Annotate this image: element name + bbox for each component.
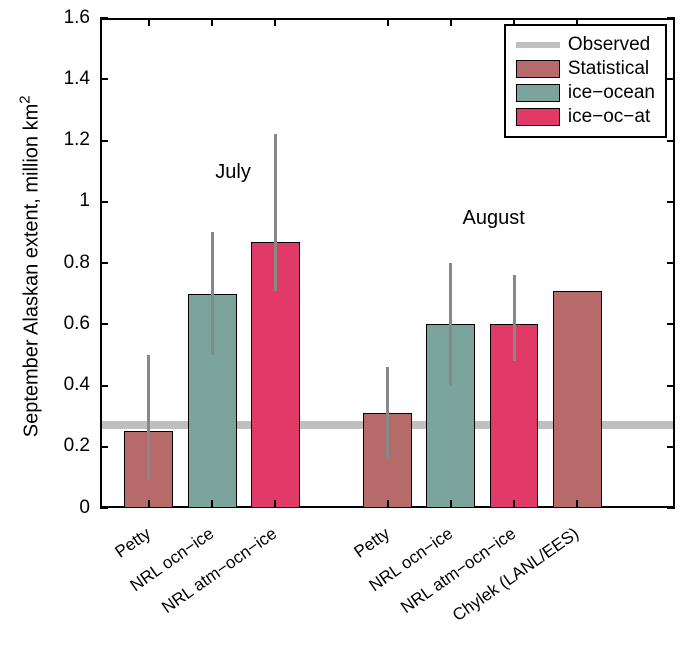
xtick	[148, 18, 150, 26]
xtick	[450, 500, 452, 508]
ytick-label: 0	[0, 497, 90, 519]
ytick	[667, 140, 675, 142]
ytick-label: 0.8	[0, 252, 90, 274]
error-bar	[211, 232, 214, 355]
legend-item: ice−ocean	[516, 82, 655, 104]
xtick	[513, 500, 515, 508]
error-bar	[449, 263, 452, 386]
ytick	[667, 323, 675, 325]
group-label: August	[463, 207, 525, 230]
ytick	[100, 385, 108, 387]
legend-item: Statistical	[516, 58, 655, 80]
legend-line-swatch	[516, 42, 560, 48]
ytick-label: 1.6	[0, 7, 90, 29]
xtick	[387, 18, 389, 26]
y-axis-label: September Alaskan extent, million km2	[17, 66, 44, 466]
xtick	[211, 18, 213, 26]
ytick-label: 1.2	[0, 129, 90, 151]
ytick-label: 1	[0, 190, 90, 212]
legend-label: ice−ocean	[568, 82, 655, 104]
legend-item: Observed	[516, 34, 655, 56]
group-label: July	[215, 161, 251, 184]
legend-swatch	[516, 60, 560, 78]
ytick-label: 0.6	[0, 313, 90, 335]
ytick-label: 0.2	[0, 435, 90, 457]
ytick-label: 1.4	[0, 68, 90, 90]
ytick	[100, 323, 108, 325]
ytick	[100, 140, 108, 142]
xtick	[450, 18, 452, 26]
legend-swatch	[516, 108, 560, 126]
xtick	[211, 500, 213, 508]
ytick	[100, 17, 108, 19]
ytick	[667, 262, 675, 264]
ytick	[667, 17, 675, 19]
legend-label: Observed	[568, 34, 650, 56]
ytick	[100, 201, 108, 203]
legend-item: ice−oc−at	[516, 106, 655, 128]
bar	[553, 291, 602, 508]
ytick	[667, 78, 675, 80]
error-bar	[386, 367, 389, 459]
xtick	[576, 500, 578, 508]
ytick	[100, 507, 108, 509]
legend-swatch	[516, 84, 560, 102]
legend-label: ice−oc−at	[568, 106, 650, 128]
error-bar	[147, 355, 150, 481]
xtick	[274, 500, 276, 508]
ytick	[100, 262, 108, 264]
ytick-label: 0.4	[0, 374, 90, 396]
xtick	[387, 500, 389, 508]
xtick	[148, 500, 150, 508]
legend: ObservedStatisticalice−oceanice−oc−at	[504, 24, 667, 138]
error-bar	[274, 134, 277, 290]
xtick	[274, 18, 276, 26]
error-bar	[513, 275, 516, 361]
chart-root: 00.20.40.60.811.21.41.6PettyNRL ocn−iceN…	[0, 0, 700, 656]
ytick	[667, 446, 675, 448]
ytick	[667, 385, 675, 387]
ytick	[100, 78, 108, 80]
legend-label: Statistical	[568, 58, 649, 80]
ytick	[667, 507, 675, 509]
ytick	[100, 446, 108, 448]
ytick	[667, 201, 675, 203]
